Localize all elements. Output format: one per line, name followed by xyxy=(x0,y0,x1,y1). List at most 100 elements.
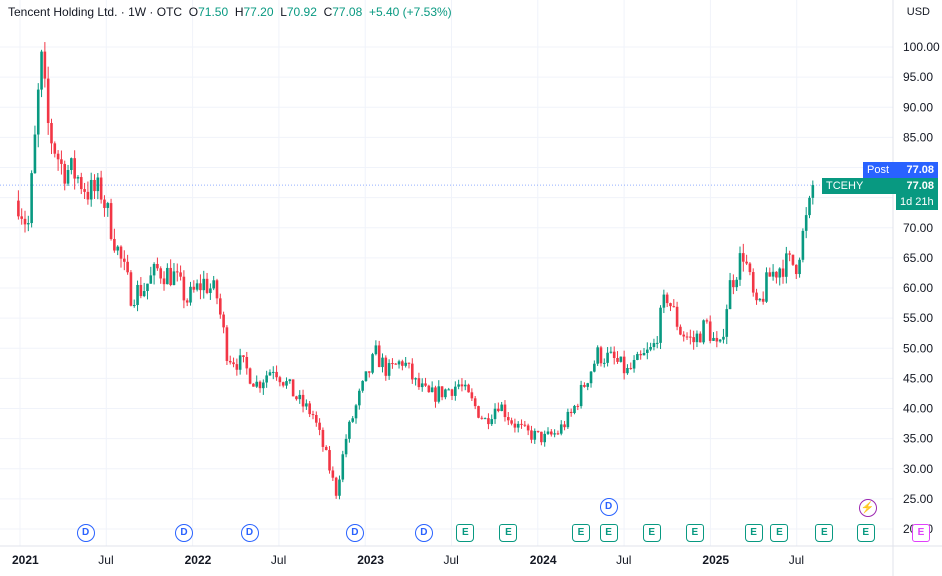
candle-body xyxy=(96,177,100,192)
candle-body xyxy=(420,383,424,388)
candle-body xyxy=(129,272,133,306)
candle-body xyxy=(440,386,444,398)
dividend-event-icon[interactable]: D xyxy=(599,498,618,516)
candle-body xyxy=(523,424,527,426)
candle-body xyxy=(788,253,791,255)
candle-body xyxy=(765,272,768,302)
candle-body xyxy=(43,51,47,79)
earnings-event-icon[interactable]: E xyxy=(456,524,475,542)
candle-body xyxy=(546,431,550,434)
candle-body xyxy=(238,355,242,370)
candle-body xyxy=(103,199,106,208)
candle-body xyxy=(17,200,20,217)
candle-body xyxy=(351,418,355,422)
dividend-event-icon[interactable]: D xyxy=(174,524,193,542)
candle-body xyxy=(401,361,404,366)
candle-body xyxy=(311,414,315,416)
candle-body xyxy=(775,271,778,278)
candle-body xyxy=(728,280,732,310)
candle-body xyxy=(285,381,288,386)
y-tick-label: 25.00 xyxy=(903,492,933,506)
candle-body xyxy=(139,284,143,297)
candle-body xyxy=(255,381,259,387)
candle-body xyxy=(606,352,609,363)
candle-body xyxy=(189,286,192,303)
candle-body xyxy=(798,259,801,275)
dividend-event-icon[interactable]: D xyxy=(345,524,364,542)
candle-body xyxy=(298,394,302,400)
candle-body xyxy=(454,386,457,396)
candle-body xyxy=(374,345,378,355)
earnings-event-icon[interactable]: E xyxy=(856,524,875,542)
candle-body xyxy=(748,263,752,273)
candle-body xyxy=(467,384,470,393)
earnings-event-icon[interactable]: E xyxy=(642,524,661,542)
candle-body xyxy=(381,357,384,368)
candle-body xyxy=(579,384,583,407)
earnings-event-icon[interactable]: E xyxy=(599,524,618,542)
candle-body xyxy=(599,347,603,364)
earnings-event-icon[interactable]: E xyxy=(815,524,834,542)
close-label: C xyxy=(323,5,333,19)
candle-body xyxy=(278,377,282,383)
candle-body xyxy=(516,423,520,428)
candle-body xyxy=(437,386,441,402)
earnings-event-icon[interactable]: E xyxy=(571,524,590,542)
candle-body xyxy=(500,404,503,412)
candle-body xyxy=(136,284,139,306)
candle-body xyxy=(126,261,129,273)
candle-body xyxy=(232,362,235,365)
candle-body xyxy=(742,253,745,262)
exchange: OTC xyxy=(156,5,183,19)
candle-body xyxy=(308,403,311,415)
candle-body xyxy=(199,283,202,291)
dividend-event-icon[interactable]: D xyxy=(414,524,433,542)
earnings-event-icon[interactable]: E xyxy=(499,524,518,542)
candle-body xyxy=(566,411,570,428)
candle-body xyxy=(722,336,725,340)
candle-body xyxy=(341,454,345,480)
candle-body xyxy=(659,307,662,343)
x-tick-label: 2022 xyxy=(185,553,212,567)
dividend-event-icon[interactable]: D xyxy=(240,524,259,542)
earnings-event-icon[interactable]: E xyxy=(770,524,789,542)
earnings-event-icon[interactable]: E xyxy=(685,524,704,542)
earnings-event-icon[interactable]: E xyxy=(744,524,763,542)
candle-body xyxy=(410,363,414,380)
upcoming-earnings-icon[interactable]: E xyxy=(911,524,930,542)
candle-body xyxy=(602,362,606,364)
ticker-symbol: TCEHY xyxy=(826,180,864,192)
dividend-event-icon[interactable]: D xyxy=(76,524,95,542)
candle-body xyxy=(530,430,533,440)
candle-body xyxy=(755,292,758,301)
candle-body xyxy=(487,418,490,425)
interval[interactable]: 1W xyxy=(128,5,147,19)
candle-body xyxy=(589,371,593,384)
candle-body xyxy=(738,253,742,280)
candle-body xyxy=(185,300,189,303)
candle-body xyxy=(705,320,709,322)
candle-body xyxy=(758,298,762,301)
candle-body xyxy=(66,170,70,184)
candle-body xyxy=(463,384,467,387)
candle-body xyxy=(781,268,785,277)
candle-body xyxy=(447,389,451,391)
y-tick-label: 30.00 xyxy=(903,462,933,476)
candle-body xyxy=(636,354,639,360)
candle-body xyxy=(404,362,407,366)
candle-body xyxy=(132,305,136,307)
candle-body xyxy=(384,357,388,376)
x-tick-label: 2023 xyxy=(357,553,384,567)
candle-body xyxy=(146,283,149,292)
candle-body xyxy=(559,424,563,434)
candle-body xyxy=(328,450,331,471)
currency-label[interactable]: USD xyxy=(906,6,930,18)
candle-body xyxy=(785,253,788,277)
upcoming-event-icon[interactable]: ⚡ xyxy=(858,499,877,517)
y-tick-label: 100.00 xyxy=(903,40,940,54)
candle-body xyxy=(36,89,40,135)
candle-body xyxy=(53,143,57,154)
candle-body xyxy=(536,430,540,432)
x-tick-label: Jul xyxy=(271,553,286,567)
